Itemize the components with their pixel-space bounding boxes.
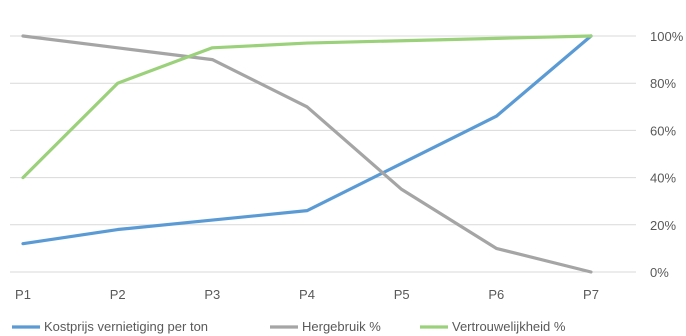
y-tick-label: 40% — [650, 171, 676, 186]
y-tick-label: 80% — [650, 76, 676, 91]
x-tick-label: P2 — [110, 287, 126, 302]
x-tick-label: P1 — [15, 287, 31, 302]
gridlines — [10, 35, 636, 273]
y-tick-label: 20% — [650, 218, 676, 233]
series-line-3 — [21, 34, 593, 180]
y-tick-label: 100% — [650, 29, 684, 44]
x-tick-label: P6 — [488, 287, 504, 302]
y-tick-label: 0% — [650, 265, 669, 280]
series-line-2 — [21, 34, 593, 274]
legend-label: Kostprijs vernietiging per ton — [44, 319, 208, 334]
x-tick-label: P7 — [583, 287, 599, 302]
legend-label: Vertrouwelijkheid % — [452, 319, 566, 334]
x-axis-tick-labels: P1 P2 P3 P4 P5 P6 P7 — [15, 287, 599, 302]
x-tick-label: P3 — [204, 287, 220, 302]
y-axis-tick-labels: 0% 20% 40% 60% 80% 100% — [650, 29, 684, 280]
y-tick-label: 60% — [650, 123, 676, 138]
x-tick-label: P4 — [299, 287, 315, 302]
series-lines — [21, 34, 593, 274]
x-tick-label: P5 — [394, 287, 410, 302]
legend: Kostprijs vernietiging per ton Hergebruik… — [12, 319, 566, 334]
series-line-1 — [21, 34, 593, 246]
legend-label: Hergebruik % — [302, 319, 381, 334]
